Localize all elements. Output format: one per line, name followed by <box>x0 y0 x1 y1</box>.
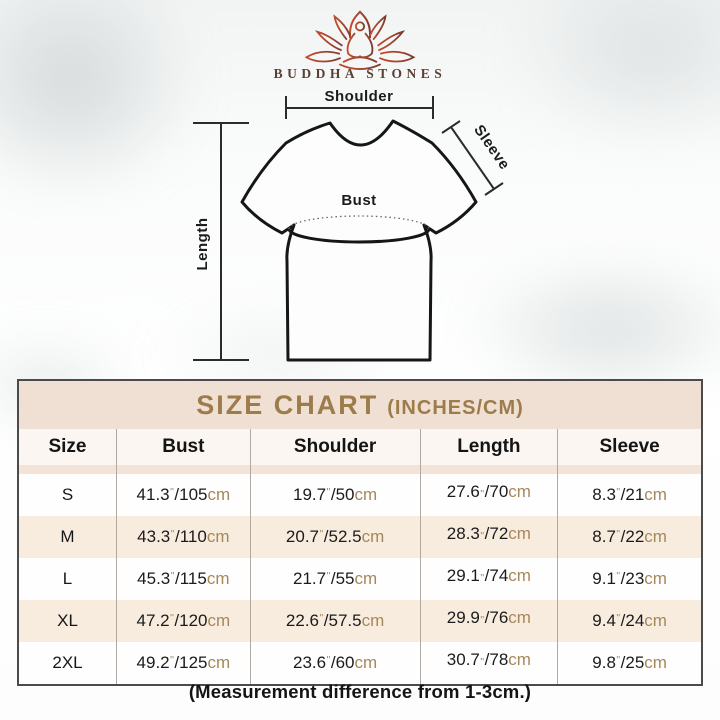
brand-name: BUDDHA STONES <box>273 66 447 81</box>
header-divider-strip <box>19 465 701 474</box>
shoulder-label: Shoulder <box>324 88 393 105</box>
column-header-row: Size Bust Shoulder Length Sleeve <box>19 429 701 465</box>
column-header-bust: Bust <box>116 429 251 465</box>
size-chart-table: SIZE CHART (INCHES/CM) Size Bust Shoulde… <box>17 379 703 686</box>
size-chart-title-units: (INCHES/CM) <box>387 397 524 419</box>
cell-size: S <box>61 485 74 504</box>
column-header-sleeve: Sleeve <box>557 429 701 465</box>
cell-length: 28.3"/72cm <box>419 516 558 558</box>
cell-shoulder: 23.6"/60cm <box>249 642 420 684</box>
measurement-note: (Measurement difference from 1-3cm.) <box>188 681 532 702</box>
length-dimension-line <box>193 122 249 361</box>
cell-length: 29.9"/76cm <box>419 600 558 642</box>
cell-length: 29.1"/74cm <box>419 558 558 600</box>
size-row: XL 47.2"/120cm 22.6"/57.5cm 29.9"/76cm 9.4"/… <box>19 600 701 642</box>
cell-bust: 47.2"/120cm <box>116 600 251 642</box>
size-row: M 43.3"/110cm 20.7"/52.5cm 28.3"/72cm 8.7"/2… <box>19 516 701 558</box>
cell-bust: 49.2"/125cm <box>116 642 251 684</box>
size-row: L 45.3"/115cm 21.7"/55cm 29.1"/74cm 9.1"/23c… <box>19 558 701 600</box>
cell-length: 30.7"/78cm <box>419 642 558 684</box>
sleeve-dimension-line <box>441 120 504 196</box>
cell-length: 27.6"/70cm <box>419 474 558 516</box>
cell-shoulder: 22.6"/57.5cm <box>249 600 420 642</box>
cell-bust: 41.3"/105cm <box>116 474 251 516</box>
cell-sleeve: 8.7"/22cm <box>557 516 701 558</box>
cell-size: XL <box>57 611 78 630</box>
cell-bust: 43.3"/110cm <box>116 516 251 558</box>
tshirt-measurement-diagram: Shoulder Length Sleeve Bust <box>193 88 513 362</box>
shoulder-dimension-line <box>285 96 434 119</box>
bust-label: Bust <box>341 192 376 209</box>
size-rows: S 41.3"/105cm 19.7"/50cm 27.6"/70cm 8.3"/21c… <box>19 474 701 684</box>
cell-shoulder: 19.7"/50cm <box>249 474 420 516</box>
cell-bust: 45.3"/115cm <box>116 558 251 600</box>
lotus-logo-icon <box>304 10 416 70</box>
cell-sleeve: 9.8"/25cm <box>557 642 701 684</box>
size-chart-title-main: SIZE CHART <box>196 390 379 420</box>
length-label: Length <box>194 218 211 271</box>
cell-size: 2XL <box>52 653 83 672</box>
size-row: S 41.3"/105cm 19.7"/50cm 27.6"/70cm 8.3"/21c… <box>19 474 701 516</box>
size-row: 2XL 49.2"/125cm 23.6"/60cm 30.7"/78cm 9.8"/2… <box>19 642 701 684</box>
cell-sleeve: 9.4"/24cm <box>557 600 701 642</box>
cell-shoulder: 20.7"/52.5cm <box>249 516 420 558</box>
size-chart-title: SIZE CHART (INCHES/CM) <box>19 381 701 429</box>
cell-shoulder: 21.7"/55cm <box>249 558 420 600</box>
column-header-length: Length <box>419 429 558 465</box>
column-header-shoulder: Shoulder <box>249 429 420 465</box>
bust-curve <box>287 228 431 244</box>
bust-dotted-line <box>288 215 430 230</box>
background-wash <box>0 0 200 200</box>
column-header-size: Size <box>48 436 87 457</box>
cell-sleeve: 9.1"/23cm <box>557 558 701 600</box>
cell-size: M <box>60 527 75 546</box>
cell-sleeve: 8.3"/21cm <box>557 474 701 516</box>
cell-size: L <box>62 569 73 588</box>
